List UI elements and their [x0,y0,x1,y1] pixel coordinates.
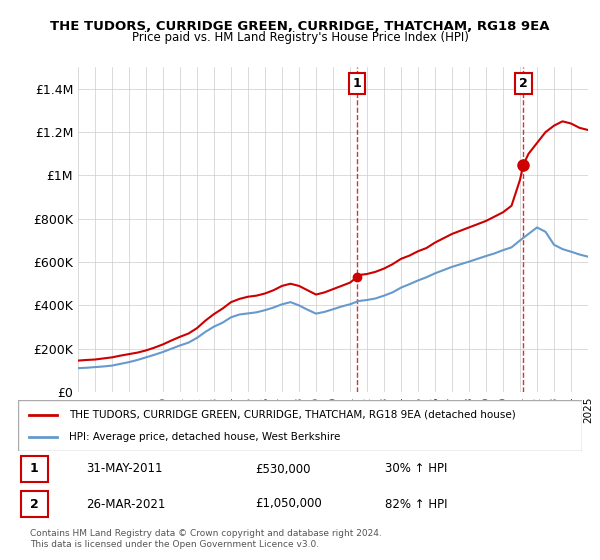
Text: 2: 2 [519,77,528,90]
Text: 30% ↑ HPI: 30% ↑ HPI [385,463,447,475]
FancyBboxPatch shape [18,400,582,451]
FancyBboxPatch shape [21,492,48,516]
Text: £530,000: £530,000 [255,463,310,475]
Text: THE TUDORS, CURRIDGE GREEN, CURRIDGE, THATCHAM, RG18 9EA: THE TUDORS, CURRIDGE GREEN, CURRIDGE, TH… [50,20,550,32]
Text: 26-MAR-2021: 26-MAR-2021 [86,497,165,511]
Text: 1: 1 [30,463,39,475]
Text: 1: 1 [352,77,361,90]
Text: 2: 2 [30,497,39,511]
Text: £1,050,000: £1,050,000 [255,497,322,511]
FancyBboxPatch shape [21,456,48,482]
Text: Contains HM Land Registry data © Crown copyright and database right 2024.
This d: Contains HM Land Registry data © Crown c… [30,529,382,549]
Text: THE TUDORS, CURRIDGE GREEN, CURRIDGE, THATCHAM, RG18 9EA (detached house): THE TUDORS, CURRIDGE GREEN, CURRIDGE, TH… [69,409,515,419]
Text: Price paid vs. HM Land Registry's House Price Index (HPI): Price paid vs. HM Land Registry's House … [131,31,469,44]
Text: HPI: Average price, detached house, West Berkshire: HPI: Average price, detached house, West… [69,432,340,442]
Text: 82% ↑ HPI: 82% ↑ HPI [385,497,447,511]
Text: 31-MAY-2011: 31-MAY-2011 [86,463,162,475]
